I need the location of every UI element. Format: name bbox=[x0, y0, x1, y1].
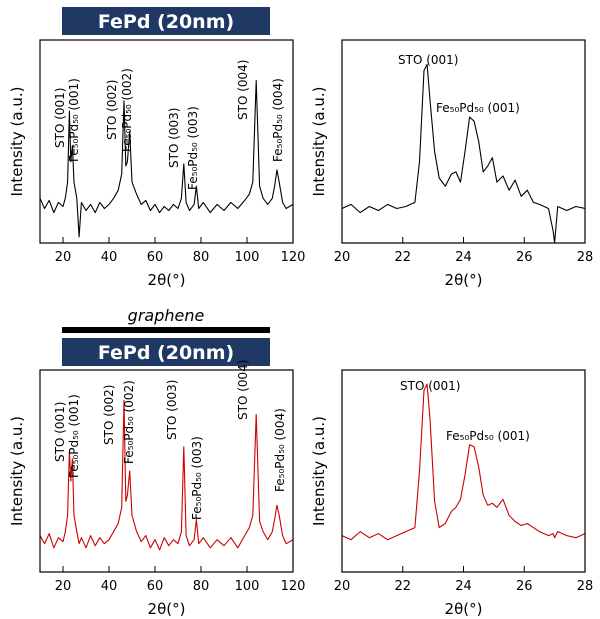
peak-label: STO (001) bbox=[53, 402, 67, 462]
chart-title: FePd (20nm) bbox=[98, 342, 234, 364]
x-axis-label: 2θ(°) bbox=[148, 271, 186, 289]
x-tick-label: 28 bbox=[577, 250, 594, 265]
x-axis-label: 2θ(°) bbox=[445, 600, 483, 618]
x-tick-label: 22 bbox=[394, 579, 411, 594]
plot-frame bbox=[39, 39, 294, 244]
peak-label: Fe₅₀Pd₅₀ (004) bbox=[271, 78, 285, 162]
peak-label: STO (002) bbox=[102, 385, 116, 445]
x-tick-label: 24 bbox=[455, 250, 472, 265]
x-tick-label: 26 bbox=[516, 250, 533, 265]
peak-label: Fe₅₀Pd₅₀ (001) bbox=[67, 394, 81, 478]
spectrum-line bbox=[342, 383, 585, 541]
peak-label: Fe₅₀Pd₅₀ (003) bbox=[190, 436, 204, 520]
peak-label: STO (003) bbox=[165, 380, 179, 440]
title-banner bbox=[62, 7, 270, 35]
x-tick-label: 20 bbox=[55, 579, 72, 594]
peak-label: Fe₅₀Pd₅₀ (001) bbox=[436, 101, 520, 115]
title-banner bbox=[62, 338, 270, 366]
peak-label: Fe₅₀Pd₅₀ (002) bbox=[120, 68, 134, 152]
x-tick-label: 40 bbox=[101, 250, 118, 265]
y-axis-label: Intensity (a.u.) bbox=[310, 416, 328, 526]
spectrum-line bbox=[40, 399, 293, 551]
peak-label: STO (002) bbox=[105, 80, 119, 140]
x-tick-label: 40 bbox=[101, 579, 118, 594]
peak-label: Fe₅₀Pd₅₀ (003) bbox=[186, 106, 200, 190]
peak-label: STO (003) bbox=[167, 108, 181, 168]
peak-label: STO (004) bbox=[236, 360, 250, 420]
x-axis-label: 2θ(°) bbox=[445, 271, 483, 289]
spectrum-line bbox=[342, 63, 585, 243]
x-tick-label: 20 bbox=[334, 250, 351, 265]
x-tick-label: 120 bbox=[281, 250, 306, 265]
x-tick-label: 22 bbox=[394, 250, 411, 265]
x-axis-label: 2θ(°) bbox=[148, 600, 186, 618]
x-tick-label: 20 bbox=[55, 250, 72, 265]
substrate-label: graphene bbox=[128, 306, 205, 325]
y-axis-label: Intensity (a.u.) bbox=[310, 87, 328, 197]
peak-label: Fe₅₀Pd₅₀ (001) bbox=[446, 429, 530, 443]
plot-frame bbox=[341, 39, 586, 244]
x-tick-label: 26 bbox=[516, 579, 533, 594]
peak-label: Fe₅₀Pd₅₀ (001) bbox=[67, 78, 81, 162]
spectrum-line bbox=[40, 80, 293, 238]
peak-label: Fe₅₀Pd₅₀ (004) bbox=[273, 408, 287, 492]
peak-label: STO (001) bbox=[53, 88, 67, 148]
substrate-bar bbox=[62, 327, 270, 333]
y-axis-label: Intensity (a.u.) bbox=[8, 87, 26, 197]
plot-frame bbox=[341, 369, 586, 573]
x-tick-label: 80 bbox=[193, 250, 210, 265]
x-tick-label: 60 bbox=[147, 250, 164, 265]
x-tick-label: 80 bbox=[193, 579, 210, 594]
plot-frame bbox=[39, 369, 294, 573]
x-tick-label: 60 bbox=[147, 579, 164, 594]
peak-label: Fe₅₀Pd₅₀ (002) bbox=[122, 380, 136, 464]
peak-label: STO (001) bbox=[400, 379, 460, 393]
x-tick-label: 20 bbox=[334, 579, 351, 594]
peak-label: STO (004) bbox=[236, 60, 250, 120]
x-tick-label: 24 bbox=[455, 579, 472, 594]
x-tick-label: 100 bbox=[235, 579, 260, 594]
x-tick-label: 100 bbox=[235, 250, 260, 265]
chart-title: FePd (20nm) bbox=[98, 11, 234, 33]
y-axis-label: Intensity (a.u.) bbox=[8, 416, 26, 526]
peak-label: STO (001) bbox=[398, 53, 458, 67]
x-tick-label: 120 bbox=[281, 579, 306, 594]
x-tick-label: 28 bbox=[577, 579, 594, 594]
